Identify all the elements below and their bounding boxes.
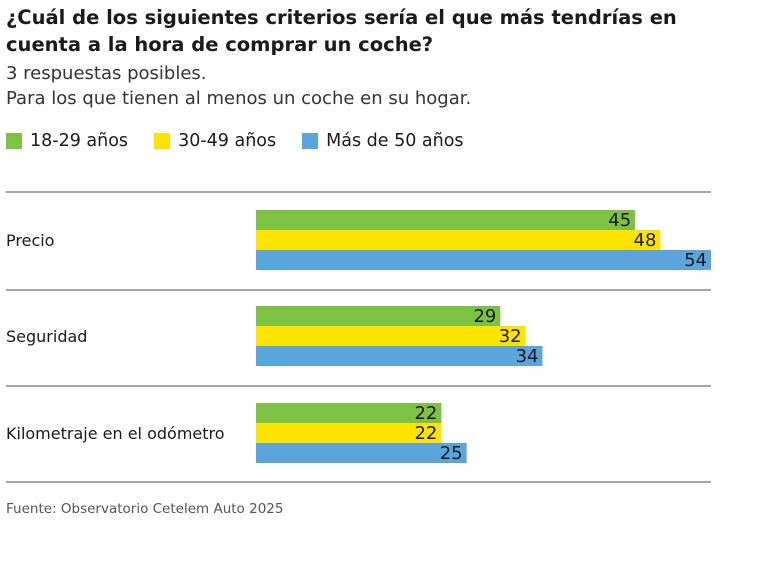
legend-label-50-plus: Más de 50 años — [326, 131, 464, 151]
value-label-seguridad-30-49-anos: 32 — [499, 326, 522, 347]
value-label-precio-30-49-anos: 48 — [634, 230, 657, 251]
value-label-seguridad-mas-de-50-anos: 34 — [516, 346, 539, 367]
chart-title: ¿Cuál de los siguientes criterios sería … — [6, 6, 677, 56]
bar-kilometraje-en-el-odometro-18-29-anos — [256, 403, 442, 423]
bar-seguridad-18-29-anos — [256, 306, 501, 326]
bar-precio-18-29-anos — [256, 210, 636, 230]
value-label-precio-mas-de-50-anos: 54 — [684, 250, 707, 271]
legend-label-30-49: 30-49 años — [178, 131, 277, 151]
bar-kilometraje-en-el-odometro-mas-de-50-anos — [256, 443, 467, 463]
bar-seguridad-30-49-anos — [256, 326, 526, 346]
bar-kilometraje-en-el-odometro-30-49-anos — [256, 423, 442, 443]
value-label-kilometraje-en-el-odometro-30-49-anos: 22 — [414, 423, 437, 444]
chart-subtitle-line-2: Para los que tienen al menos un coche en… — [6, 88, 472, 109]
value-label-kilometraje-en-el-odometro-18-29-anos: 22 — [414, 403, 437, 424]
chart-subtitle-line-1: 3 respuestas posibles. — [6, 63, 207, 84]
value-label-kilometraje-en-el-odometro-mas-de-50-anos: 25 — [440, 443, 463, 464]
bar-seguridad-mas-de-50-anos — [256, 346, 543, 366]
category-label-seguridad: Seguridad — [6, 327, 87, 346]
bar-precio-30-49-anos — [256, 230, 661, 250]
legend-item-18-29: 18-29 años — [6, 131, 128, 151]
source-note: Fuente: Observatorio Cetelem Auto 2025 — [6, 501, 284, 517]
category-label-precio: Precio — [6, 231, 54, 250]
legend-item-30-49: 30-49 años — [154, 131, 276, 151]
legend-label-18-29: 18-29 años — [30, 131, 129, 151]
value-label-precio-18-29-anos: 45 — [608, 210, 631, 231]
legend-swatch-18-29 — [6, 133, 22, 149]
legend-swatch-50-plus — [302, 133, 319, 149]
value-label-seguridad-18-29-anos: 29 — [473, 306, 496, 327]
bar-precio-mas-de-50-anos — [256, 250, 711, 270]
category-label-kilometraje-en-el-odometro: Kilometraje en el odómetro — [6, 424, 225, 443]
legend-swatch-30-49 — [154, 133, 171, 149]
legend-item-50-plus: Más de 50 años — [302, 131, 464, 151]
legend: 18-29 años 30-49 años Más de 50 años — [6, 131, 490, 151]
